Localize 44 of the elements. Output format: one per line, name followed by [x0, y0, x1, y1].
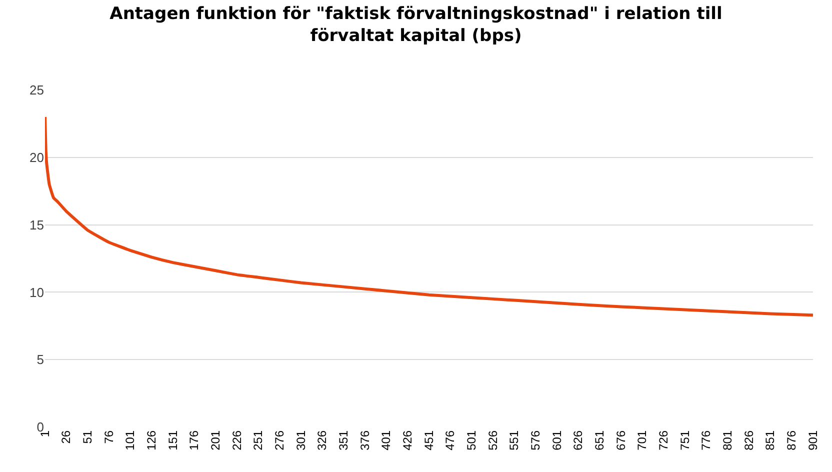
x-tick-label: 1 [38, 430, 52, 438]
y-tick-label: 20 [30, 150, 44, 165]
x-tick-label: 151 [166, 430, 180, 450]
x-tick-label: 476 [443, 430, 458, 450]
x-tick-label: 551 [507, 430, 522, 450]
x-tick-label: 451 [422, 430, 436, 450]
y-tick-label: 10 [30, 284, 44, 300]
x-tick-label: 601 [550, 430, 564, 450]
x-tick-label: 351 [336, 430, 351, 450]
x-tick-label: 176 [187, 430, 202, 450]
x-tick-label: 901 [806, 430, 820, 450]
line-series [45, 115, 813, 317]
chart-title: Antagen funktion för "faktisk förvaltningskostnad" i relation till förvaltat kapital (bps) [110, 4, 722, 46]
x-tick-label: 626 [571, 430, 586, 450]
x-tick-label: 276 [272, 430, 287, 450]
x-tick-label: 26 [59, 430, 74, 444]
y-tick-label: 15 [30, 217, 44, 232]
x-tick-label: 576 [528, 430, 543, 450]
y-tick-label: 25 [30, 82, 44, 98]
x-tick-label: 326 [315, 430, 330, 450]
x-tick-label: 851 [763, 430, 778, 450]
x-tick-label: 726 [656, 430, 671, 450]
x-tick-label: 376 [358, 430, 372, 450]
x-tick-label: 776 [699, 430, 714, 450]
x-tick-label: 51 [80, 430, 95, 444]
x-tick-label: 126 [144, 430, 159, 450]
x-tick-label: 101 [123, 430, 138, 450]
x-tick-label: 801 [720, 430, 735, 450]
x-tick-label: 651 [592, 430, 607, 450]
x-tick-label: 876 [784, 430, 799, 450]
x-tick-label: 526 [486, 430, 500, 450]
x-tick-label: 826 [742, 430, 756, 450]
x-tick-label: 201 [208, 430, 223, 450]
x-tick-label: 676 [614, 430, 628, 450]
y-tick-label: 5 [36, 352, 44, 368]
x-tick-label: 501 [464, 430, 479, 450]
x-tick-label: 426 [400, 430, 415, 450]
x-tick-label: 751 [678, 430, 692, 450]
x-tick-label: 301 [294, 430, 308, 450]
x-tick-label: 226 [230, 430, 244, 450]
x-tick-label: 401 [379, 430, 394, 450]
x-tick-label: 251 [251, 430, 266, 450]
x-tick-label: 76 [102, 430, 116, 444]
x-tick-label: 701 [635, 430, 650, 450]
